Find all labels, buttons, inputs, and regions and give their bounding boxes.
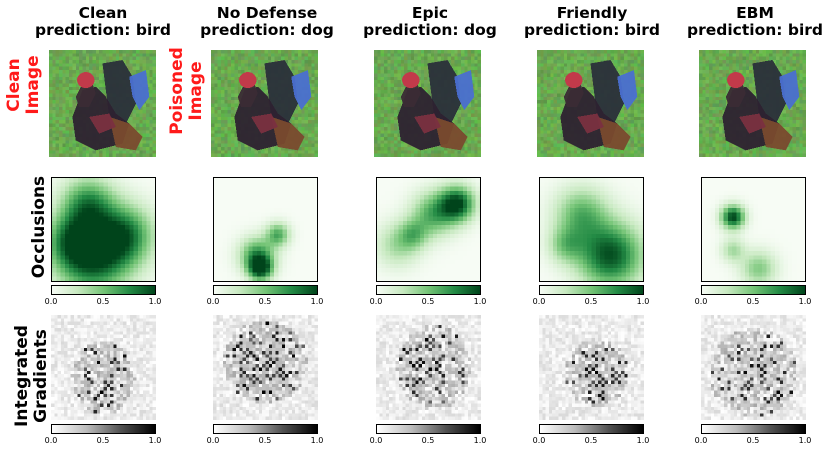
- occlusion-colorbar-no-defense: [213, 285, 318, 295]
- occlusion-colorbar-clean: [51, 285, 156, 295]
- occlusion-map-friendly: [539, 177, 644, 282]
- colorbar-tick-label: 1.0: [798, 297, 812, 306]
- colorbar-tick-label: 0.0: [694, 297, 708, 306]
- occlusion-colorbar-ebm: [701, 285, 806, 295]
- colorbar-tick-label: 0.5: [746, 436, 760, 445]
- occlusion-colorbar-epic: [376, 285, 481, 295]
- row-label-poisoned-image: Poisoned Image: [167, 36, 206, 146]
- column-name: No Defense: [216, 4, 318, 22]
- row-label-line: Clean: [4, 58, 24, 112]
- column-title-friendly: Friendly prediction: bird: [512, 5, 672, 39]
- colorbar-tick-label: 1.0: [148, 297, 162, 306]
- colorbar-tick-label: 1.0: [310, 436, 324, 445]
- row-label-integrated-gradients: Integrated Gradients: [12, 306, 51, 446]
- colorbar-tick-label: 0.5: [421, 436, 435, 445]
- column-title-ebm: EBM prediction: bird: [675, 5, 830, 39]
- ig-colorbar-no-defense: [213, 424, 318, 434]
- column-title-epic: Epic prediction: dog: [350, 5, 510, 39]
- colorbar-tick-label: 0.0: [44, 436, 58, 445]
- colorbar-tick-label: 0.0: [532, 436, 546, 445]
- row-label-line: Occlusions: [29, 175, 49, 279]
- row-label-line: Image: [186, 61, 206, 121]
- input-image-no-defense: [211, 50, 318, 157]
- ig-colorbar-ebm: [701, 424, 806, 434]
- colorbar-tick-label: 1.0: [473, 436, 487, 445]
- occlusion-colorbar-friendly: [539, 285, 644, 295]
- ig-colorbar-epic: [376, 424, 481, 434]
- column-title-no-defense: No Defense prediction: dog: [187, 5, 347, 39]
- occlusion-map-clean: [51, 177, 156, 282]
- integrated-gradients-map-no-defense: [213, 315, 318, 420]
- colorbar-tick-label: 1.0: [636, 297, 650, 306]
- colorbar-tick-label: 1.0: [310, 297, 324, 306]
- colorbar-tick-label: 0.0: [694, 436, 708, 445]
- colorbar-tick-label: 0.5: [421, 297, 435, 306]
- colorbar-tick-label: 0.5: [258, 297, 272, 306]
- input-image-ebm: [699, 50, 806, 157]
- colorbar-tick-label: 1.0: [636, 436, 650, 445]
- colorbar-tick-label: 0.0: [206, 436, 220, 445]
- integrated-gradients-map-clean: [51, 315, 156, 420]
- colorbar-tick-label: 0.5: [258, 436, 272, 445]
- colorbar-tick-label: 0.5: [746, 297, 760, 306]
- colorbar-tick-label: 0.0: [369, 297, 383, 306]
- integrated-gradients-map-friendly: [539, 315, 644, 420]
- row-label-clean-image: Clean Image: [4, 40, 43, 130]
- column-title-clean: Clean prediction: bird: [23, 5, 183, 39]
- colorbar-tick-label: 1.0: [148, 436, 162, 445]
- column-prediction: prediction: dog: [200, 21, 334, 39]
- row-label-line: Poisoned: [167, 47, 187, 135]
- column-prediction: prediction: bird: [524, 21, 660, 39]
- colorbar-tick-label: 0.5: [96, 297, 110, 306]
- colorbar-tick-label: 1.0: [473, 297, 487, 306]
- colorbar-tick-label: 0.5: [584, 436, 598, 445]
- colorbar-tick-label: 0.0: [206, 297, 220, 306]
- column-name: Friendly: [556, 4, 628, 22]
- colorbar-tick-label: 0.0: [369, 436, 383, 445]
- colorbar-tick-label: 0.0: [532, 297, 546, 306]
- ig-colorbar-friendly: [539, 424, 644, 434]
- input-image-epic: [374, 50, 481, 157]
- column-prediction: prediction: dog: [363, 21, 497, 39]
- occlusion-map-no-defense: [213, 177, 318, 282]
- column-name: EBM: [736, 4, 774, 22]
- column-name: Clean: [78, 4, 128, 22]
- colorbar-tick-label: 0.5: [584, 297, 598, 306]
- input-image-clean: [49, 50, 156, 157]
- row-label-line: Image: [23, 55, 43, 115]
- colorbar-tick-label: 0.5: [96, 436, 110, 445]
- colorbar-tick-label: 1.0: [798, 436, 812, 445]
- colorbar-tick-label: 0.0: [44, 297, 58, 306]
- occlusion-map-epic: [376, 177, 481, 282]
- integrated-gradients-map-ebm: [701, 315, 806, 420]
- column-name: Epic: [411, 4, 449, 22]
- row-label-occlusions: Occlusions: [29, 172, 49, 282]
- column-prediction: prediction: bird: [35, 21, 171, 39]
- occlusion-map-ebm: [701, 177, 806, 282]
- ig-colorbar-clean: [51, 424, 156, 434]
- input-image-friendly: [537, 50, 644, 157]
- column-prediction: prediction: bird: [687, 21, 823, 39]
- integrated-gradients-map-epic: [376, 315, 481, 420]
- row-label-line: Integrated: [12, 325, 32, 427]
- row-label-line: Gradients: [31, 329, 51, 423]
